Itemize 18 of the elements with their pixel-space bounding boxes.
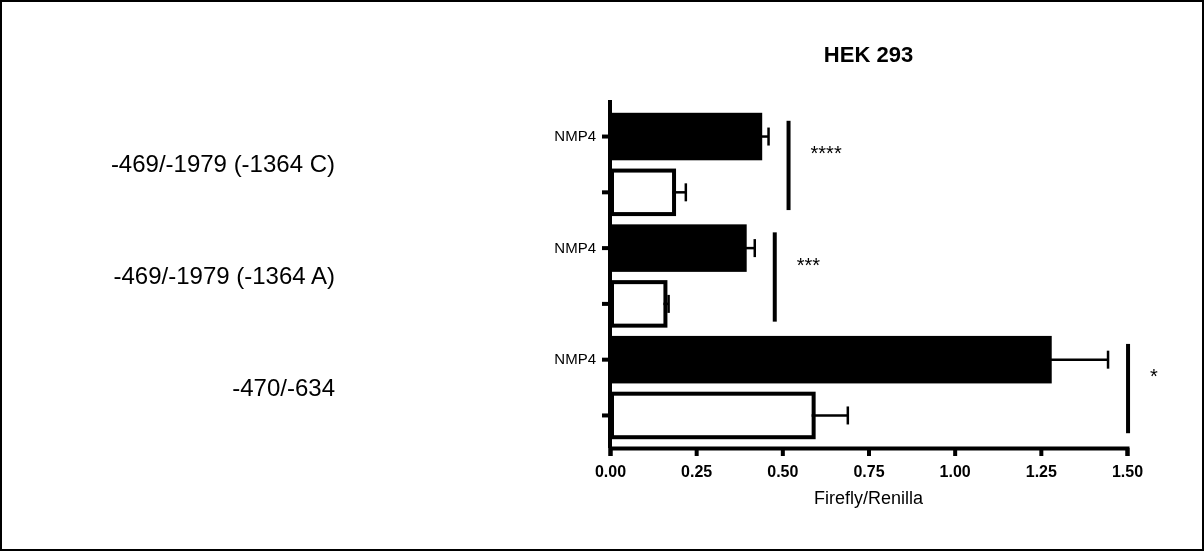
x-tick-label: 1.00 [939,462,971,480]
x-tick-label: 1.25 [1025,462,1058,480]
x-tick-label: 0.00 [594,462,627,480]
x-tick-label: 0.25 [681,462,713,480]
y-tick-label: NMP4 [554,350,596,368]
text: * [1150,365,1159,388]
y-tick-label: NMP4 [554,127,596,145]
x-tick-label: 1.50 [1111,462,1144,480]
annotation: *** [796,253,821,276]
text: -469/-1979 (-1364 C) [110,150,335,178]
y-tick-label: NMP4 [554,238,596,256]
chart-title: HEK 293 [823,42,914,67]
annotation: **** [810,142,842,165]
text: -470/-634 [232,373,335,401]
text: -469/-1979 (-1364 A) [113,262,335,289]
x-axis-title: Firefly/Renilla [813,488,924,508]
x-tick-label: 0.75 [853,462,885,480]
x-tick-label: 0.50 [767,462,799,480]
